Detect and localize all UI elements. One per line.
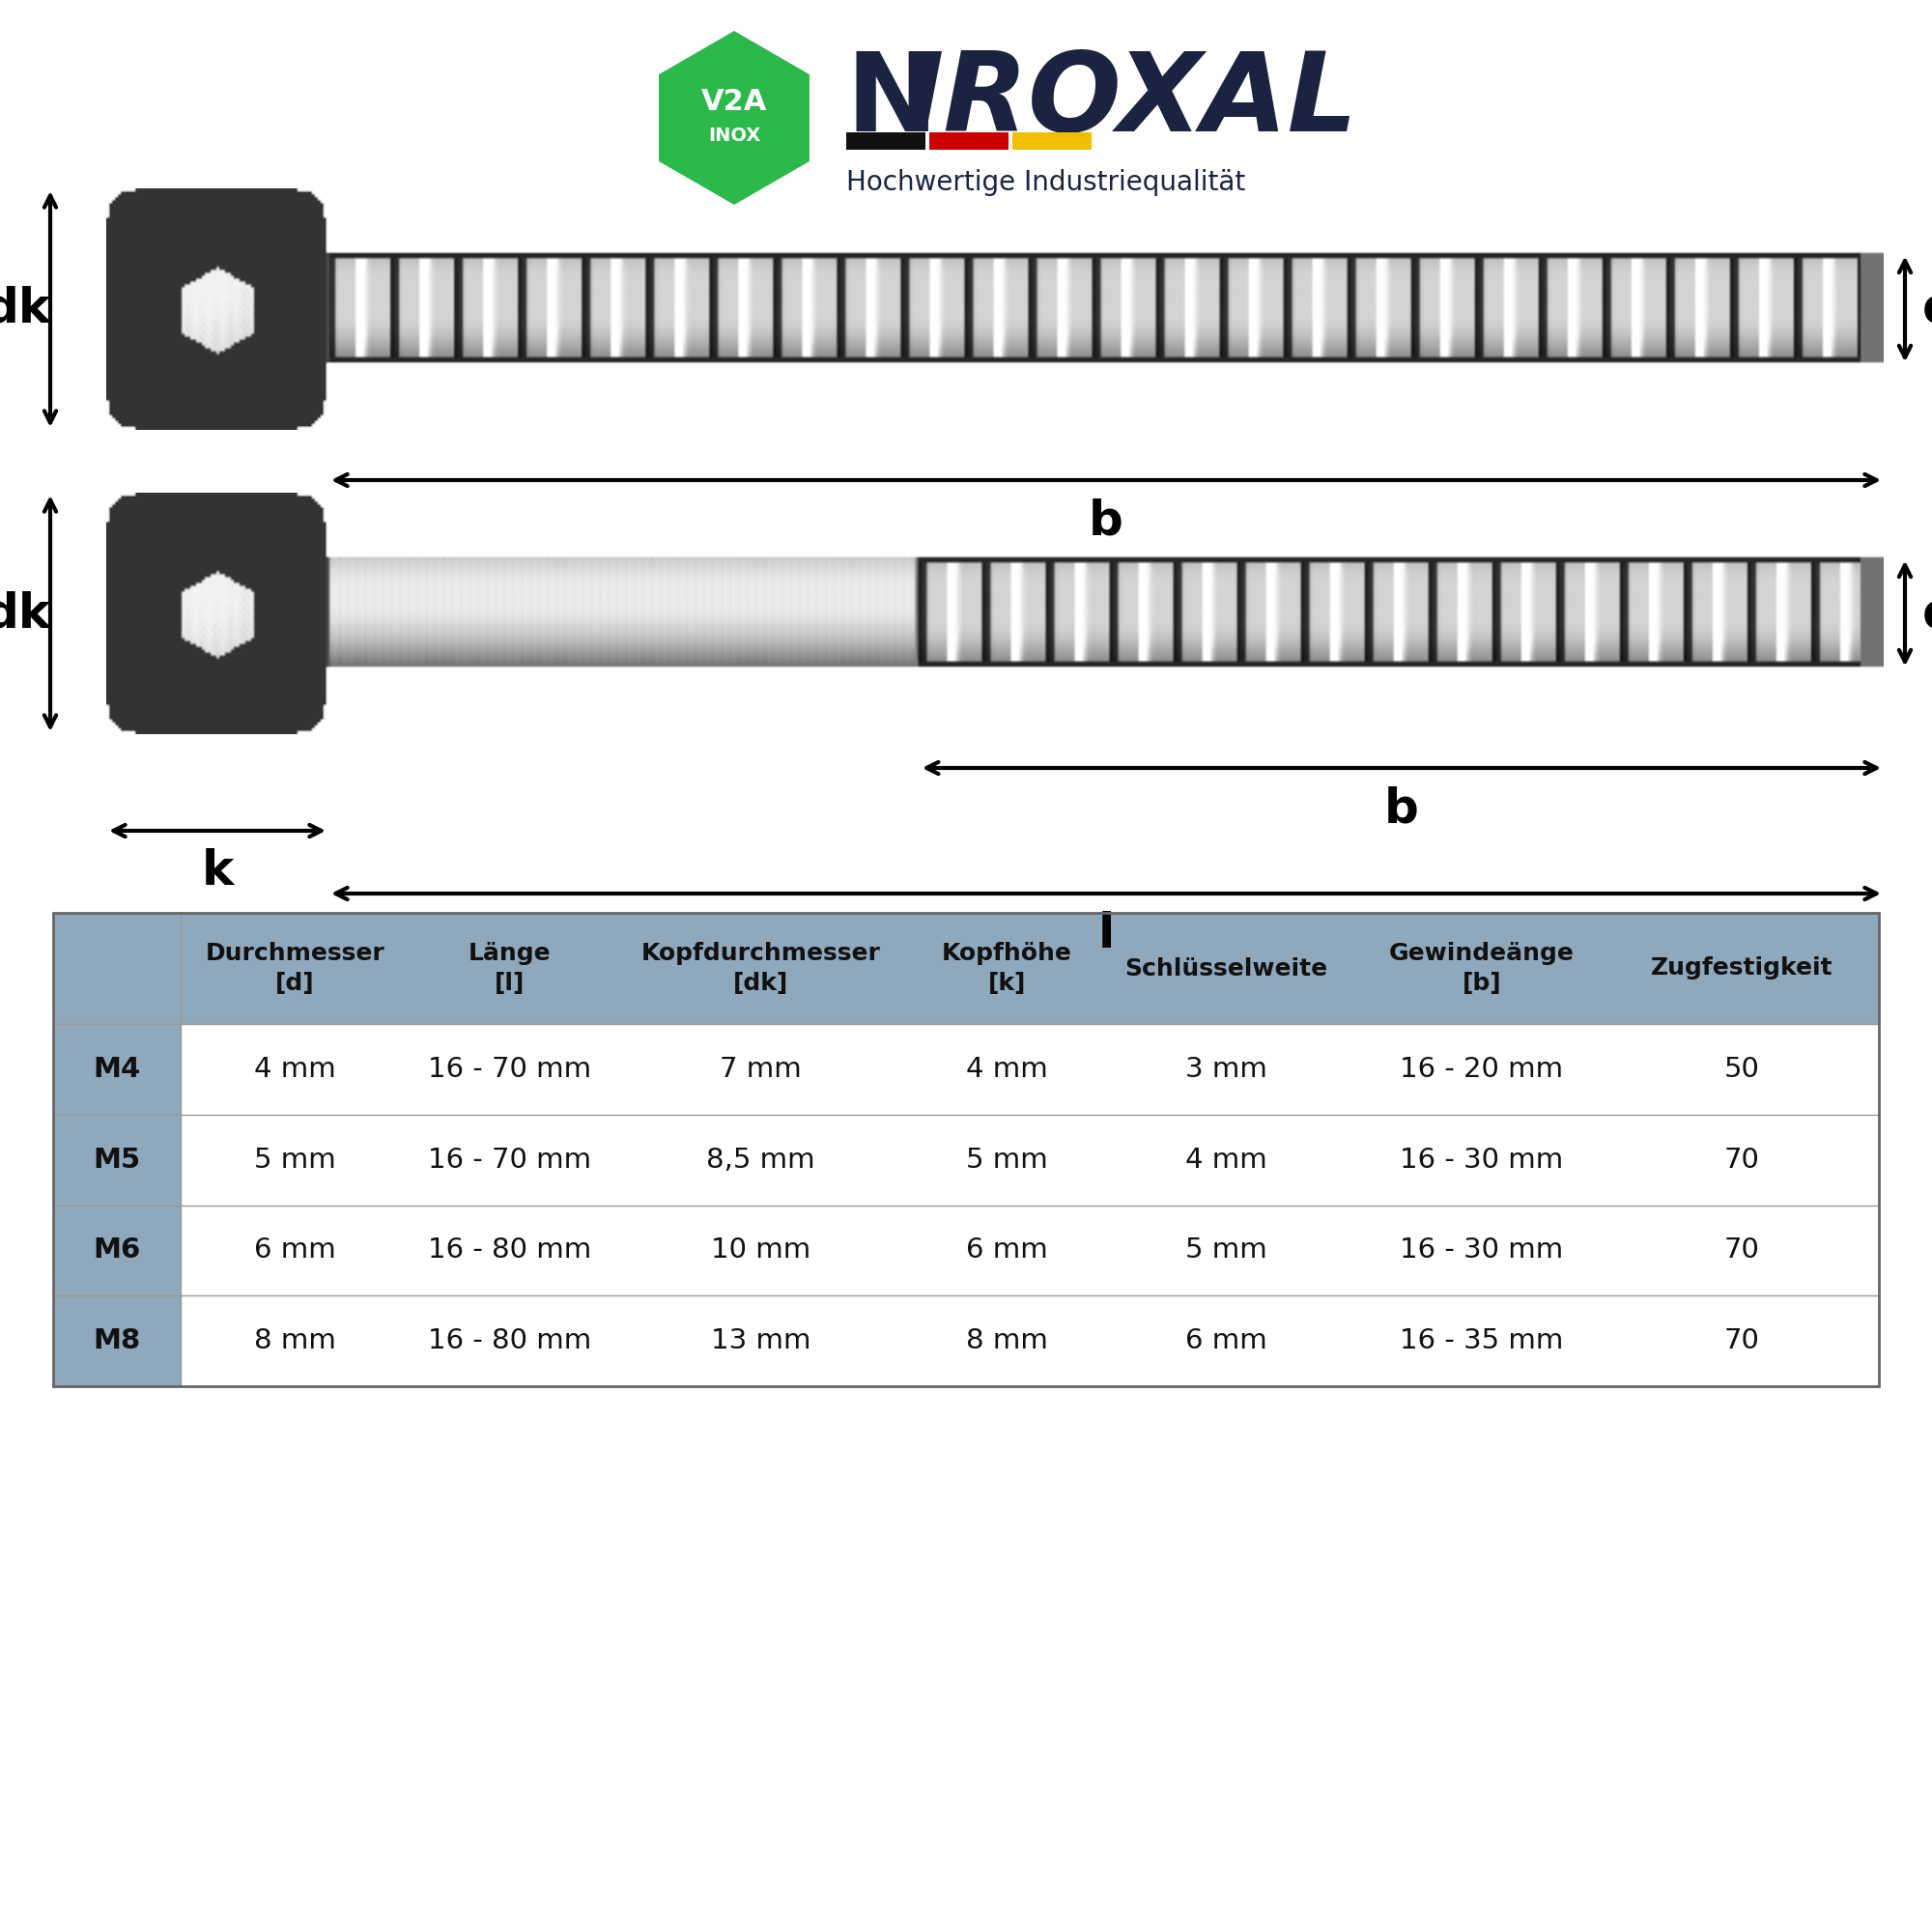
Text: 4 mm: 4 mm: [255, 1055, 336, 1082]
Bar: [54, 914, 1878, 1387]
Text: 5 mm: 5 mm: [966, 1146, 1047, 1173]
Text: M5: M5: [93, 1146, 141, 1173]
Text: 5 mm: 5 mm: [1184, 1236, 1267, 1264]
Text: M8: M8: [93, 1327, 141, 1354]
Text: 50: 50: [1723, 1055, 1760, 1082]
Text: INOX: INOX: [707, 126, 761, 145]
Bar: [846, 131, 925, 151]
Text: 16 - 35 mm: 16 - 35 mm: [1401, 1327, 1563, 1354]
Bar: [182, 1024, 1878, 1115]
Bar: [182, 1115, 1878, 1206]
Text: b: b: [1090, 497, 1122, 545]
Text: 16 - 30 mm: 16 - 30 mm: [1401, 1146, 1563, 1173]
Bar: [182, 1206, 1878, 1296]
Polygon shape: [659, 31, 810, 205]
Bar: [929, 131, 1009, 151]
Text: b: b: [1383, 784, 1418, 831]
Text: dk: dk: [0, 286, 50, 332]
Text: 5 mm: 5 mm: [255, 1146, 336, 1173]
Text: 16 - 80 mm: 16 - 80 mm: [427, 1327, 591, 1354]
Bar: [54, 914, 1878, 1024]
Text: 16 - 30 mm: 16 - 30 mm: [1401, 1236, 1563, 1264]
Text: 8 mm: 8 mm: [253, 1327, 336, 1354]
Text: 13 mm: 13 mm: [711, 1327, 811, 1354]
Text: 4 mm: 4 mm: [966, 1055, 1047, 1082]
Text: 10 mm: 10 mm: [711, 1236, 811, 1264]
Text: 16 - 20 mm: 16 - 20 mm: [1401, 1055, 1563, 1082]
Text: Schlüsselweite: Schlüsselweite: [1124, 956, 1327, 980]
Text: Hochwertige Industriequalität: Hochwertige Industriequalität: [846, 170, 1246, 197]
Text: 70: 70: [1723, 1327, 1760, 1354]
Text: 16 - 80 mm: 16 - 80 mm: [427, 1236, 591, 1264]
Bar: [54, 914, 182, 1387]
Text: Zugfestigkeit: Zugfestigkeit: [1650, 956, 1833, 980]
Text: 8,5 mm: 8,5 mm: [707, 1146, 815, 1173]
Text: 7 mm: 7 mm: [719, 1055, 802, 1082]
Bar: [182, 1296, 1878, 1387]
Text: 6 mm: 6 mm: [255, 1236, 336, 1264]
Bar: [1012, 131, 1092, 151]
Text: M4: M4: [93, 1055, 141, 1082]
Text: k: k: [201, 848, 234, 895]
Text: 16 - 70 mm: 16 - 70 mm: [427, 1146, 591, 1173]
Text: IROXAL: IROXAL: [904, 48, 1358, 155]
Text: N: N: [846, 48, 937, 155]
Text: 4 mm: 4 mm: [1184, 1146, 1267, 1173]
Text: l: l: [1097, 912, 1115, 956]
Text: Durchmesser
[d]: Durchmesser [d]: [205, 941, 384, 995]
Text: 8 mm: 8 mm: [966, 1327, 1047, 1354]
Text: dk: dk: [0, 591, 50, 638]
Text: Kopfhöhe
[k]: Kopfhöhe [k]: [943, 941, 1072, 995]
Text: 6 mm: 6 mm: [966, 1236, 1047, 1264]
Text: d: d: [1922, 286, 1932, 332]
Text: 70: 70: [1723, 1146, 1760, 1173]
Text: Gewindeänge
[b]: Gewindeänge [b]: [1389, 941, 1575, 995]
Text: Kopfdurchmesser
[dk]: Kopfdurchmesser [dk]: [641, 941, 881, 995]
Text: M6: M6: [93, 1236, 141, 1264]
Text: 70: 70: [1723, 1236, 1760, 1264]
Text: 16 - 70 mm: 16 - 70 mm: [427, 1055, 591, 1082]
Text: 3 mm: 3 mm: [1184, 1055, 1267, 1082]
Text: d: d: [1922, 591, 1932, 638]
Text: 6 mm: 6 mm: [1184, 1327, 1267, 1354]
Text: Länge
[l]: Länge [l]: [468, 941, 551, 995]
Text: V2A: V2A: [701, 89, 767, 116]
